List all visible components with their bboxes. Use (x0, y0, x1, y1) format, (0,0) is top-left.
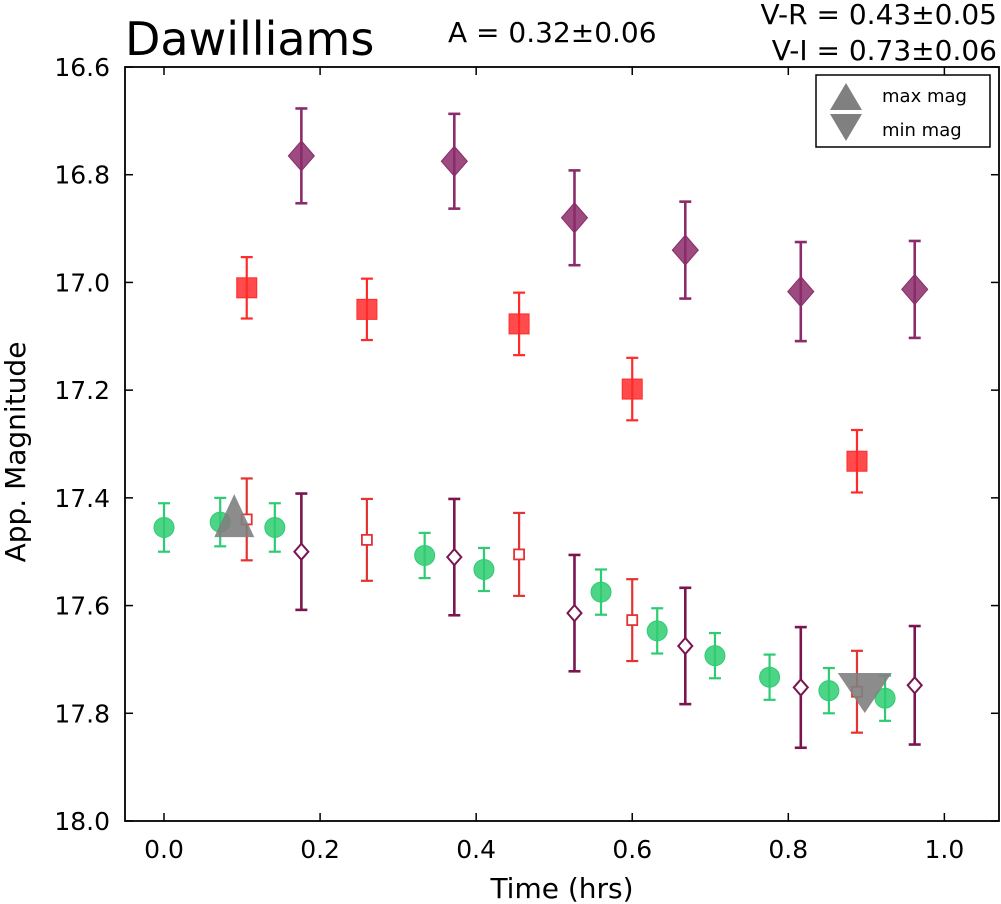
axis-ticks: 0.0 0.2 0.4 0.6 0.8 1.0 16.6 16.8 17.0 17.2 17.4 17… (54, 53, 999, 864)
data-point-diamond (287, 140, 316, 172)
data-point-square (361, 533, 373, 546)
y-tick-label: 17.4 (54, 484, 110, 513)
x-tick-label: 0.6 (612, 835, 652, 864)
data-point-diamond (787, 275, 815, 308)
x-tick-label: 0.0 (144, 835, 184, 864)
y-tick-label: 16.6 (54, 53, 110, 82)
data-point-circle (818, 680, 840, 702)
data-point-circle (646, 620, 668, 642)
y-tick-label: 17.8 (54, 699, 110, 728)
data-point-diamond (671, 234, 699, 266)
data-point-diamond (901, 273, 929, 306)
y-axis-label: App. Magnitude (0, 342, 32, 563)
data-point-square (508, 313, 530, 335)
data-point-diamond (906, 675, 924, 695)
max-mag-marker (214, 494, 255, 538)
y-tick-label: 18.0 (54, 807, 110, 836)
data-point-circle (153, 516, 175, 538)
y-tick-label: 17.0 (54, 268, 110, 297)
legend: max mag min mag (815, 74, 991, 148)
data-point-circle (590, 581, 612, 603)
data-point-square (236, 277, 258, 299)
data-point-circle (473, 558, 495, 580)
y-tick-label: 17.6 (54, 592, 110, 621)
y-tick-label: 17.2 (54, 376, 110, 405)
data-point-diamond (792, 677, 810, 697)
data-point-diamond (293, 542, 310, 562)
data-point-diamond (440, 145, 468, 178)
legend-label-max-mag: max mag (882, 86, 967, 107)
data-point-square (356, 298, 378, 320)
data-point-circle (874, 687, 896, 709)
y-tick-label: 16.8 (54, 161, 110, 190)
data-point-square (846, 450, 868, 472)
data-point-diamond (445, 547, 463, 567)
chart-marks (153, 107, 929, 750)
x-tick-label: 0.4 (456, 835, 496, 864)
data-point-circle (704, 645, 726, 667)
legend-max-mag-icon (830, 83, 862, 110)
amplitude-text: A = 0.32±0.06 (448, 16, 657, 49)
color-index-vi: V-I = 0.73±0.06 (772, 34, 997, 67)
data-point-diamond (676, 636, 694, 656)
data-point-circle (264, 516, 286, 538)
color-index-vr: V-R = 0.43±0.05 (761, 0, 997, 31)
data-point-square (513, 548, 525, 561)
chart-title: Dawilliams (125, 12, 374, 66)
x-tick-label: 0.2 (300, 835, 340, 864)
data-point-circle (759, 666, 781, 688)
data-point-square (626, 614, 639, 627)
min-mag-marker (837, 673, 892, 714)
plot-frame (124, 66, 1000, 822)
legend-min-mag-icon (830, 114, 862, 141)
x-tick-label: 0.8 (768, 835, 808, 864)
data-point-diamond (560, 202, 589, 234)
data-point-diamond (566, 603, 583, 623)
data-point-square (621, 378, 643, 400)
data-point-circle (414, 544, 436, 566)
x-tick-label: 1.0 (924, 835, 964, 864)
legend-label-min-mag: min mag (882, 120, 962, 141)
x-axis-label: Time (hrs) (489, 872, 633, 904)
